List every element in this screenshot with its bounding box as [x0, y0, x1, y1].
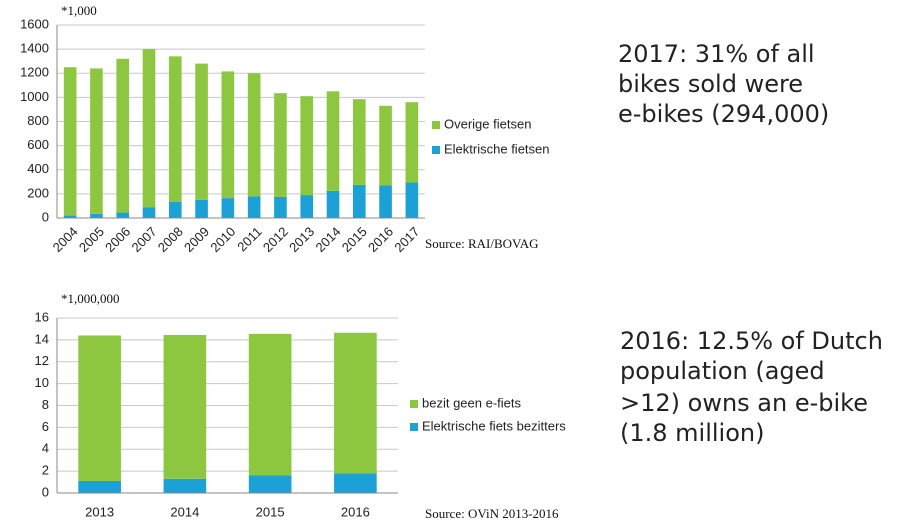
- bar-segment: [63, 67, 77, 216]
- y-tick-label: 6: [42, 419, 49, 434]
- y-tick-label: 14: [35, 331, 49, 346]
- bar-segment: [248, 475, 292, 493]
- x-tick-label: 2006: [102, 224, 133, 255]
- y-tick-label: 0: [42, 209, 49, 224]
- y-tick-label: 1400: [20, 41, 49, 56]
- y-tick-label: 400: [27, 161, 49, 176]
- bar-segment: [405, 102, 419, 183]
- x-tick-label: 2013: [286, 224, 317, 255]
- bar-segment: [379, 105, 392, 186]
- bar-segment: [221, 198, 235, 218]
- source: Source: OViN 2013-2016: [425, 506, 559, 521]
- bar-segment: [326, 91, 340, 191]
- legend-label: Elektrische fiets bezitters: [422, 418, 566, 433]
- y-tick-label: 8: [42, 397, 49, 412]
- x-tick-label: 2015: [339, 224, 370, 255]
- bar-segment: [168, 56, 182, 202]
- x-tick-label: 2004: [50, 224, 81, 255]
- legend-label: Elektrische fietsen: [444, 141, 550, 156]
- x-tick-label: 2016: [365, 224, 396, 255]
- x-tick-label: 2010: [207, 224, 238, 255]
- y-tick-label: 800: [27, 113, 49, 128]
- bar-segment: [379, 185, 392, 218]
- note-line: bikes sold were: [618, 70, 803, 98]
- legend-swatch: [432, 121, 440, 129]
- bar-segment: [63, 215, 77, 218]
- bar-segment: [163, 334, 207, 479]
- bar-segment: [78, 335, 121, 481]
- x-tick-label: 2013: [85, 504, 114, 519]
- unit-label: *1,000: [61, 3, 97, 18]
- bar-segment: [168, 201, 182, 218]
- bar-segment: [78, 480, 121, 493]
- bar-segment: [352, 184, 366, 218]
- bar-segment: [352, 99, 366, 185]
- x-tick-label: 2007: [128, 224, 159, 255]
- bar-segment: [142, 207, 156, 218]
- legend-swatch: [410, 423, 418, 431]
- y-tick-label: 600: [27, 137, 49, 152]
- bar-segment: [300, 96, 314, 196]
- x-tick-label: 2008: [155, 224, 186, 255]
- x-tick-label: 2016: [341, 504, 370, 519]
- y-tick-label: 1200: [20, 65, 49, 80]
- source: Source: RAI/BOVAG: [425, 236, 539, 251]
- note-line: (1.8 million): [620, 419, 764, 447]
- note-line: 2017: 31% of all: [618, 40, 815, 68]
- y-tick-label: 16: [35, 309, 49, 324]
- x-tick-label: 2009: [181, 224, 212, 255]
- y-tick-label: 0: [42, 484, 49, 499]
- y-tick-label: 10: [35, 375, 49, 390]
- x-tick-label: 2011: [234, 224, 264, 254]
- x-tick-label: 2017: [391, 224, 422, 255]
- note-line: e-bikes (294,000): [618, 100, 829, 128]
- bar-segment: [334, 332, 377, 474]
- y-tick-label: 12: [35, 353, 49, 368]
- bar-segment: [163, 478, 207, 493]
- x-tick-label: 2014: [312, 224, 343, 255]
- bar-segment: [142, 49, 156, 208]
- legend-label: bezit geen e-fiets: [422, 395, 522, 410]
- unit-label: *1,000,000: [61, 291, 120, 306]
- bar-segment: [195, 63, 208, 200]
- x-tick-label: 2005: [76, 224, 107, 255]
- y-tick-label: 1000: [20, 89, 49, 104]
- legend-swatch: [410, 400, 418, 408]
- bar-segment: [90, 68, 103, 214]
- bar-segment: [334, 473, 377, 493]
- x-tick-label: 2015: [256, 504, 285, 519]
- bar-segment: [116, 58, 130, 213]
- y-tick-label: 1600: [20, 16, 49, 31]
- bar-segment: [116, 212, 130, 218]
- x-tick-label: 2012: [260, 224, 291, 255]
- legend-swatch: [432, 146, 440, 154]
- y-tick-label: 4: [42, 441, 49, 456]
- bar-segment: [90, 213, 103, 218]
- bar-segment: [195, 199, 208, 218]
- note-line: population (aged: [620, 357, 825, 385]
- note-line: >12) owns an e-bike: [620, 389, 868, 417]
- bar-segment: [405, 182, 419, 218]
- legend-label: Overige fietsen: [444, 116, 531, 131]
- bar-segment: [274, 196, 287, 218]
- bar-segment: [274, 93, 287, 197]
- note-line: 2016: 12.5% of Dutch: [620, 327, 883, 355]
- bar-segment: [221, 71, 235, 199]
- y-tick-label: 200: [27, 185, 49, 200]
- bar-segment: [247, 73, 261, 197]
- bar-segment: [247, 196, 261, 218]
- bar-segment: [300, 195, 314, 218]
- x-tick-label: 2014: [170, 504, 199, 519]
- bar-segment: [248, 333, 292, 476]
- y-tick-label: 2: [42, 463, 49, 478]
- bar-segment: [326, 190, 340, 218]
